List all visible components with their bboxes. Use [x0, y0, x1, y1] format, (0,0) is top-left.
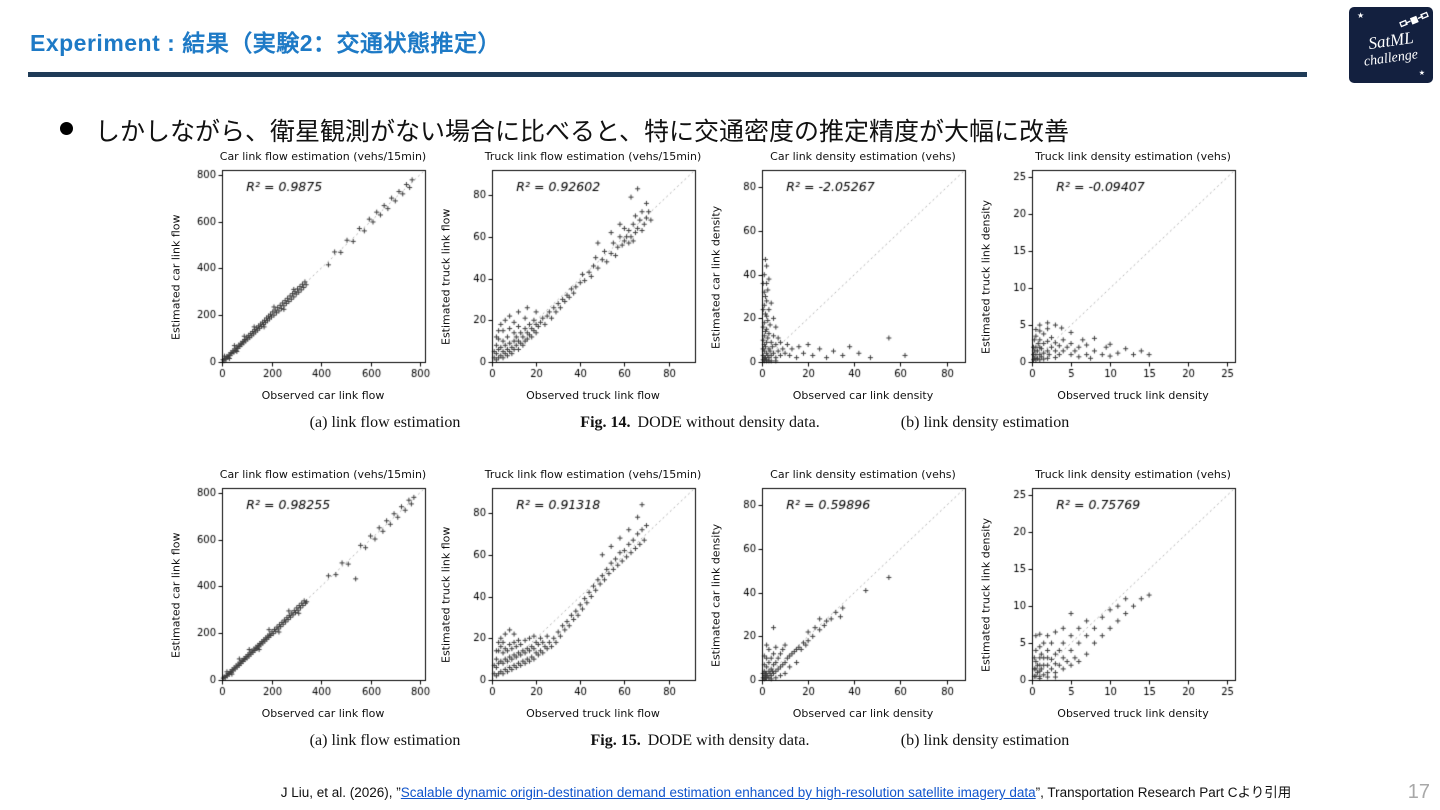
figure-14: Car link flow estimation (vehs/15min) Es… [168, 150, 1242, 440]
figure-caption-text: DODE without density data. [637, 414, 820, 431]
chart-title: Truck link flow estimation (vehs/15min) [484, 150, 702, 163]
chart-ylabel: Estimated truck link density [979, 517, 993, 673]
chart-title: Car link density estimation (vehs) [770, 150, 956, 163]
chart-ylabel: Estimated car link flow [169, 532, 183, 658]
slide-title: Experiment : 結果（実験2：交通状態推定） [30, 30, 501, 56]
figure-15-main-caption: Fig. 15. DODE with density data. [591, 732, 810, 750]
citation-link[interactable]: Scalable dynamic origin-destination dema… [400, 785, 1036, 800]
scatter-plot-canvas [994, 165, 1242, 389]
satellite-icon [1399, 9, 1429, 38]
chart-xlabel: Observed car link density [792, 707, 934, 720]
scatter-plot-canvas [994, 483, 1242, 707]
scatter-plot-canvas [724, 165, 972, 389]
scatter-plot-canvas [454, 483, 702, 707]
plot-car-link-density-fig14: Car link density estimation (vehs) Estim… [708, 150, 972, 404]
chart-xlabel: Observed truck link flow [526, 389, 660, 402]
caption-link-density: (b) link density estimation [900, 414, 1070, 431]
chart-title: Truck link flow estimation (vehs/15min) [484, 468, 702, 481]
chart-xlabel: Observed truck link flow [526, 707, 660, 720]
scatter-plot-canvas [454, 165, 702, 389]
chart-title: Truck link density estimation (vehs) [1035, 150, 1231, 163]
chart-xlabel: Observed car link density [792, 389, 934, 402]
bullet-marker [60, 122, 73, 135]
figure-number: Fig. 14. [580, 414, 631, 431]
chart-ylabel: Estimated truck link flow [439, 208, 453, 346]
bullet-text: しかしながら、衛星観測がない場合に比べると、特に交通密度の推定精度が大幅に改善 [95, 118, 1070, 146]
chart-ylabel: Estimated car link density [709, 205, 723, 349]
chart-ylabel: Estimated truck link flow [439, 526, 453, 664]
plot-car-link-flow-fig14: Car link flow estimation (vehs/15min) Es… [168, 150, 432, 404]
plot-truck-link-flow-fig14: Truck link flow estimation (vehs/15min) … [438, 150, 702, 404]
figure-14-plots: Car link flow estimation (vehs/15min) Es… [168, 150, 1242, 404]
chart-xlabel: Observed car link flow [261, 389, 385, 402]
citation-prefix: J Liu, et al. (2026), ” [280, 785, 401, 800]
chart-title: Car link flow estimation (vehs/15min) [219, 468, 427, 481]
page-number: 17 [1407, 781, 1430, 803]
satml-challenge-logo: ★ SatML challenge ★ [1349, 7, 1433, 83]
chart-xlabel: Observed car link flow [261, 707, 385, 720]
plot-truck-link-density-fig15: Truck link density estimation (vehs) Est… [978, 468, 1242, 722]
scatter-plot-canvas [184, 483, 432, 707]
chart-title: Truck link density estimation (vehs) [1035, 468, 1231, 481]
sparkle-icon: ★ [1357, 11, 1365, 20]
chart-ylabel: Estimated car link density [709, 523, 723, 667]
chart-ylabel: Estimated truck link density [979, 199, 993, 355]
bullet-item: しかしながら、衛星観測がない場合に比べると、特に交通密度の推定精度が大幅に改善 [60, 112, 1069, 148]
figure-caption-text: DODE with density data. [647, 732, 810, 749]
caption-link-flow: (a) link flow estimation [309, 732, 461, 749]
chart-title: Car link density estimation (vehs) [770, 468, 956, 481]
caption-link-flow: (a) link flow estimation [309, 414, 461, 431]
figure-14-main-caption: Fig. 14. DODE without density data. [580, 414, 819, 432]
figure-15-caption: (a) link flow estimation Fig. 15. DODE wi… [168, 732, 1242, 758]
chart-title: Car link flow estimation (vehs/15min) [219, 150, 427, 163]
figure-number: Fig. 15. [590, 732, 641, 749]
header-divider [28, 72, 1307, 77]
figure-15: Car link flow estimation (vehs/15min) Es… [168, 468, 1242, 758]
citation-footer: J Liu, et al. (2026), ”Scalable dynamic … [190, 781, 1382, 801]
chart-xlabel: Observed truck link density [1057, 707, 1209, 720]
figure-14-caption: (a) link flow estimation Fig. 14. DODE wi… [168, 414, 1242, 440]
scatter-plot-canvas [184, 165, 432, 389]
chart-xlabel: Observed truck link density [1057, 389, 1209, 402]
caption-link-density: (b) link density estimation [900, 732, 1070, 749]
figure-15-plots: Car link flow estimation (vehs/15min) Es… [168, 468, 1242, 722]
plot-car-link-density-fig15: Car link density estimation (vehs) Estim… [708, 468, 972, 722]
scatter-plot-canvas [724, 483, 972, 707]
plot-car-link-flow-fig15: Car link flow estimation (vehs/15min) Es… [168, 468, 432, 722]
plot-truck-link-density-fig14: Truck link density estimation (vehs) Est… [978, 150, 1242, 404]
sparkle-icon: ★ [1418, 70, 1425, 77]
chart-ylabel: Estimated car link flow [169, 214, 183, 340]
plot-truck-link-flow-fig15: Truck link flow estimation (vehs/15min) … [438, 468, 702, 722]
citation-suffix: ”, Transportation Research Part Cより引用 [1035, 785, 1292, 800]
